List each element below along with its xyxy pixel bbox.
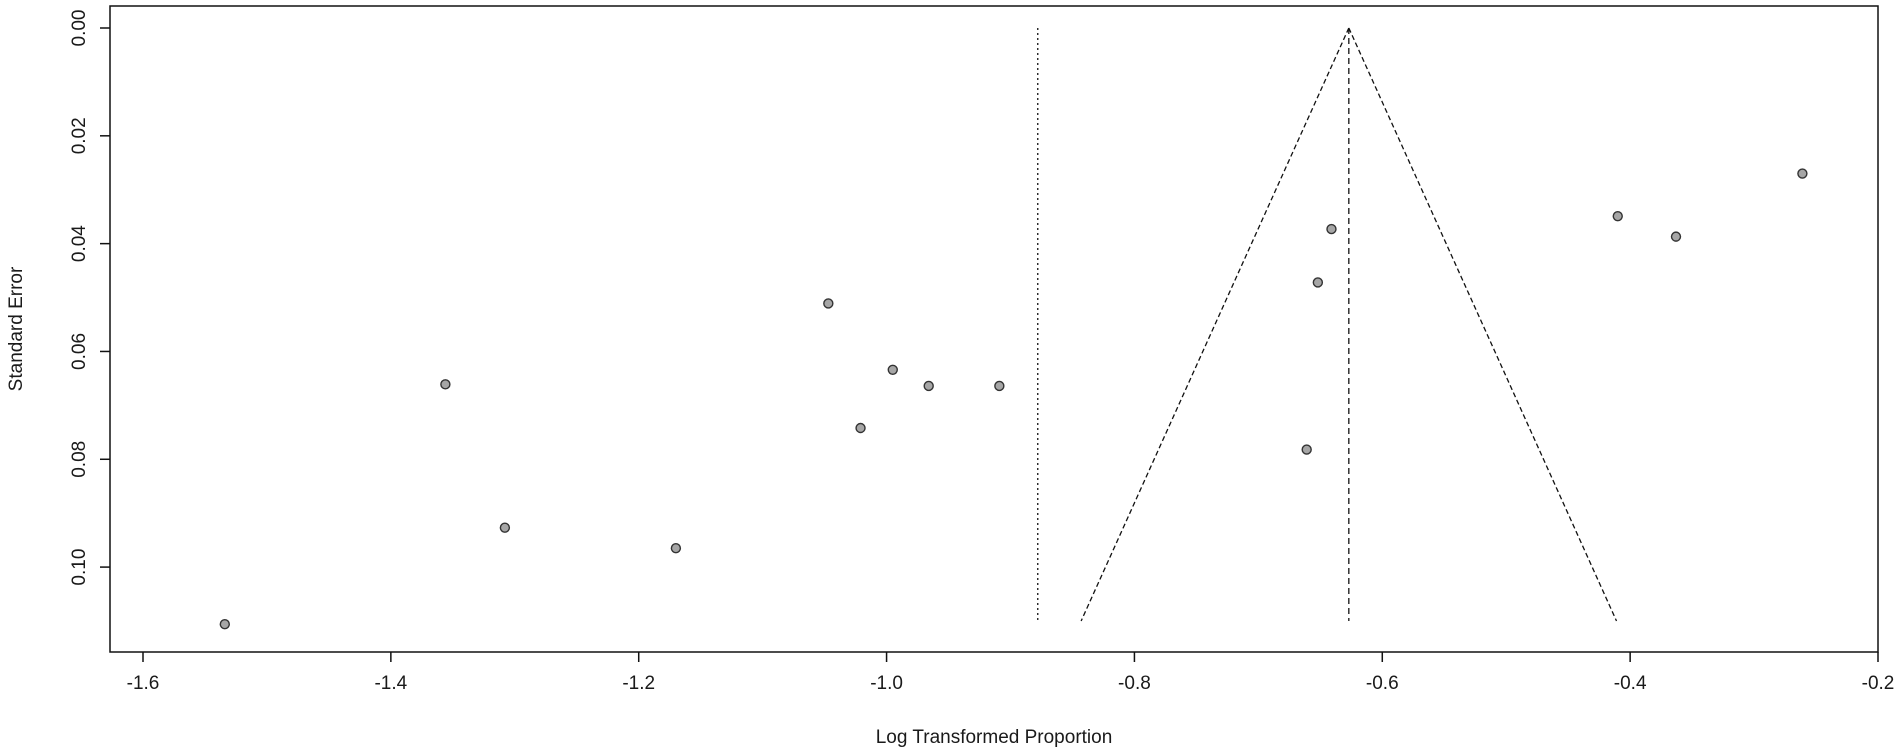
data-point (994, 380, 1005, 392)
x-tick-label: -1.2 (622, 673, 655, 694)
x-tick-label: -1.4 (374, 673, 407, 694)
funnel-left-boundary (1080, 27, 1350, 622)
data-point (855, 422, 866, 434)
x-tick-label: -1.0 (870, 673, 903, 694)
x-tick-label: -0.6 (1366, 673, 1399, 694)
y-tick-label: 0.10 (69, 549, 90, 586)
funnel-right-boundary (1348, 27, 1618, 622)
x-axis-title: Log Transformed Proportion (876, 727, 1113, 748)
data-point (1301, 444, 1312, 455)
data-point (1670, 231, 1682, 242)
data-point (1326, 223, 1337, 235)
x-tick-label: -0.4 (1614, 673, 1647, 694)
data-point (499, 522, 511, 533)
y-tick-label: 0.02 (69, 117, 90, 154)
data-point (440, 379, 451, 390)
data-point (1612, 210, 1623, 222)
y-tick-label: 0.00 (69, 10, 90, 47)
y-tick-label: 0.06 (69, 333, 90, 370)
data-point (823, 298, 834, 309)
reference-lines (1037, 27, 1618, 622)
data-point (923, 380, 934, 392)
data-point (219, 619, 230, 630)
y-axis: 0.00 0.02 0.04 0.06 0.08 0.10 (69, 10, 110, 586)
x-axis: -1.6 -1.4 -1.2 -1.0 -0.8 -0.6 -0.4 -0.2 (127, 652, 1895, 694)
data-point (670, 543, 682, 554)
y-tick-label: 0.04 (69, 225, 90, 262)
data-point (887, 364, 898, 375)
data-points (219, 168, 1808, 630)
data-point (1312, 277, 1324, 288)
x-tick-label: -1.6 (127, 673, 160, 694)
x-tick-label: -0.2 (1862, 673, 1895, 694)
x-tick-label: -0.8 (1118, 673, 1151, 694)
data-point (1797, 168, 1808, 179)
y-axis-title: Standard Error (6, 266, 27, 391)
plot-frame (109, 5, 1879, 653)
y-tick-label: 0.08 (69, 441, 90, 478)
